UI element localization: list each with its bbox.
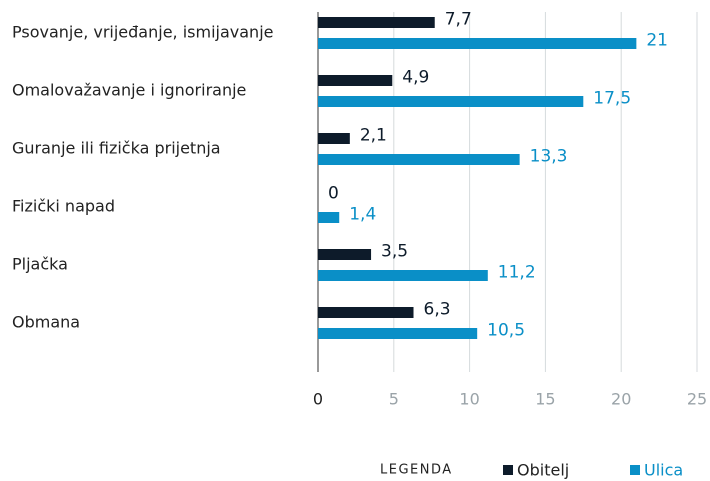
category-label: Psovanje, vrijeđanje, ismijavanje (12, 23, 273, 42)
x-tick-label: 25 (687, 390, 707, 409)
bar (318, 17, 435, 28)
value-label: 4,9 (402, 68, 429, 88)
value-label: 2,1 (360, 126, 387, 146)
bar (318, 96, 584, 107)
x-tick-label: 5 (389, 390, 399, 409)
category-label: Guranje ili fizička prijetnja (12, 139, 221, 158)
x-tick-label: 20 (611, 390, 631, 409)
bar (318, 249, 372, 260)
value-label: 21 (646, 31, 668, 51)
legend-label: Ulica (644, 461, 683, 480)
category-label: Pljačka (12, 255, 68, 274)
legend-label: Obitelj (517, 461, 569, 480)
legend-title: LEGENDA (380, 463, 453, 478)
value-label: 0 (328, 184, 339, 204)
value-label: 1,4 (349, 205, 376, 225)
value-label: 10,5 (487, 321, 525, 341)
bar (318, 133, 350, 144)
x-tick-label: 0 (313, 390, 323, 409)
x-tick-label: 15 (535, 390, 555, 409)
bar (318, 212, 340, 223)
x-tick-label: 10 (459, 390, 479, 409)
value-label: 7,7 (445, 10, 472, 30)
category-label: Obmana (12, 313, 80, 332)
bar (318, 75, 393, 86)
legend-swatch (630, 465, 640, 475)
bar (318, 154, 520, 165)
legend-swatch (503, 465, 513, 475)
bar (318, 38, 637, 49)
category-label: Fizički napad (12, 197, 115, 216)
bar (318, 307, 414, 318)
value-label: 13,3 (530, 147, 568, 167)
bar (318, 270, 488, 281)
category-label: Omalovažavanje i ignoriranje (12, 81, 246, 100)
value-label: 11,2 (498, 263, 536, 283)
value-label: 6,3 (424, 300, 451, 320)
value-label: 17,5 (593, 89, 631, 109)
bar (318, 328, 478, 339)
value-label: 3,5 (381, 242, 408, 262)
